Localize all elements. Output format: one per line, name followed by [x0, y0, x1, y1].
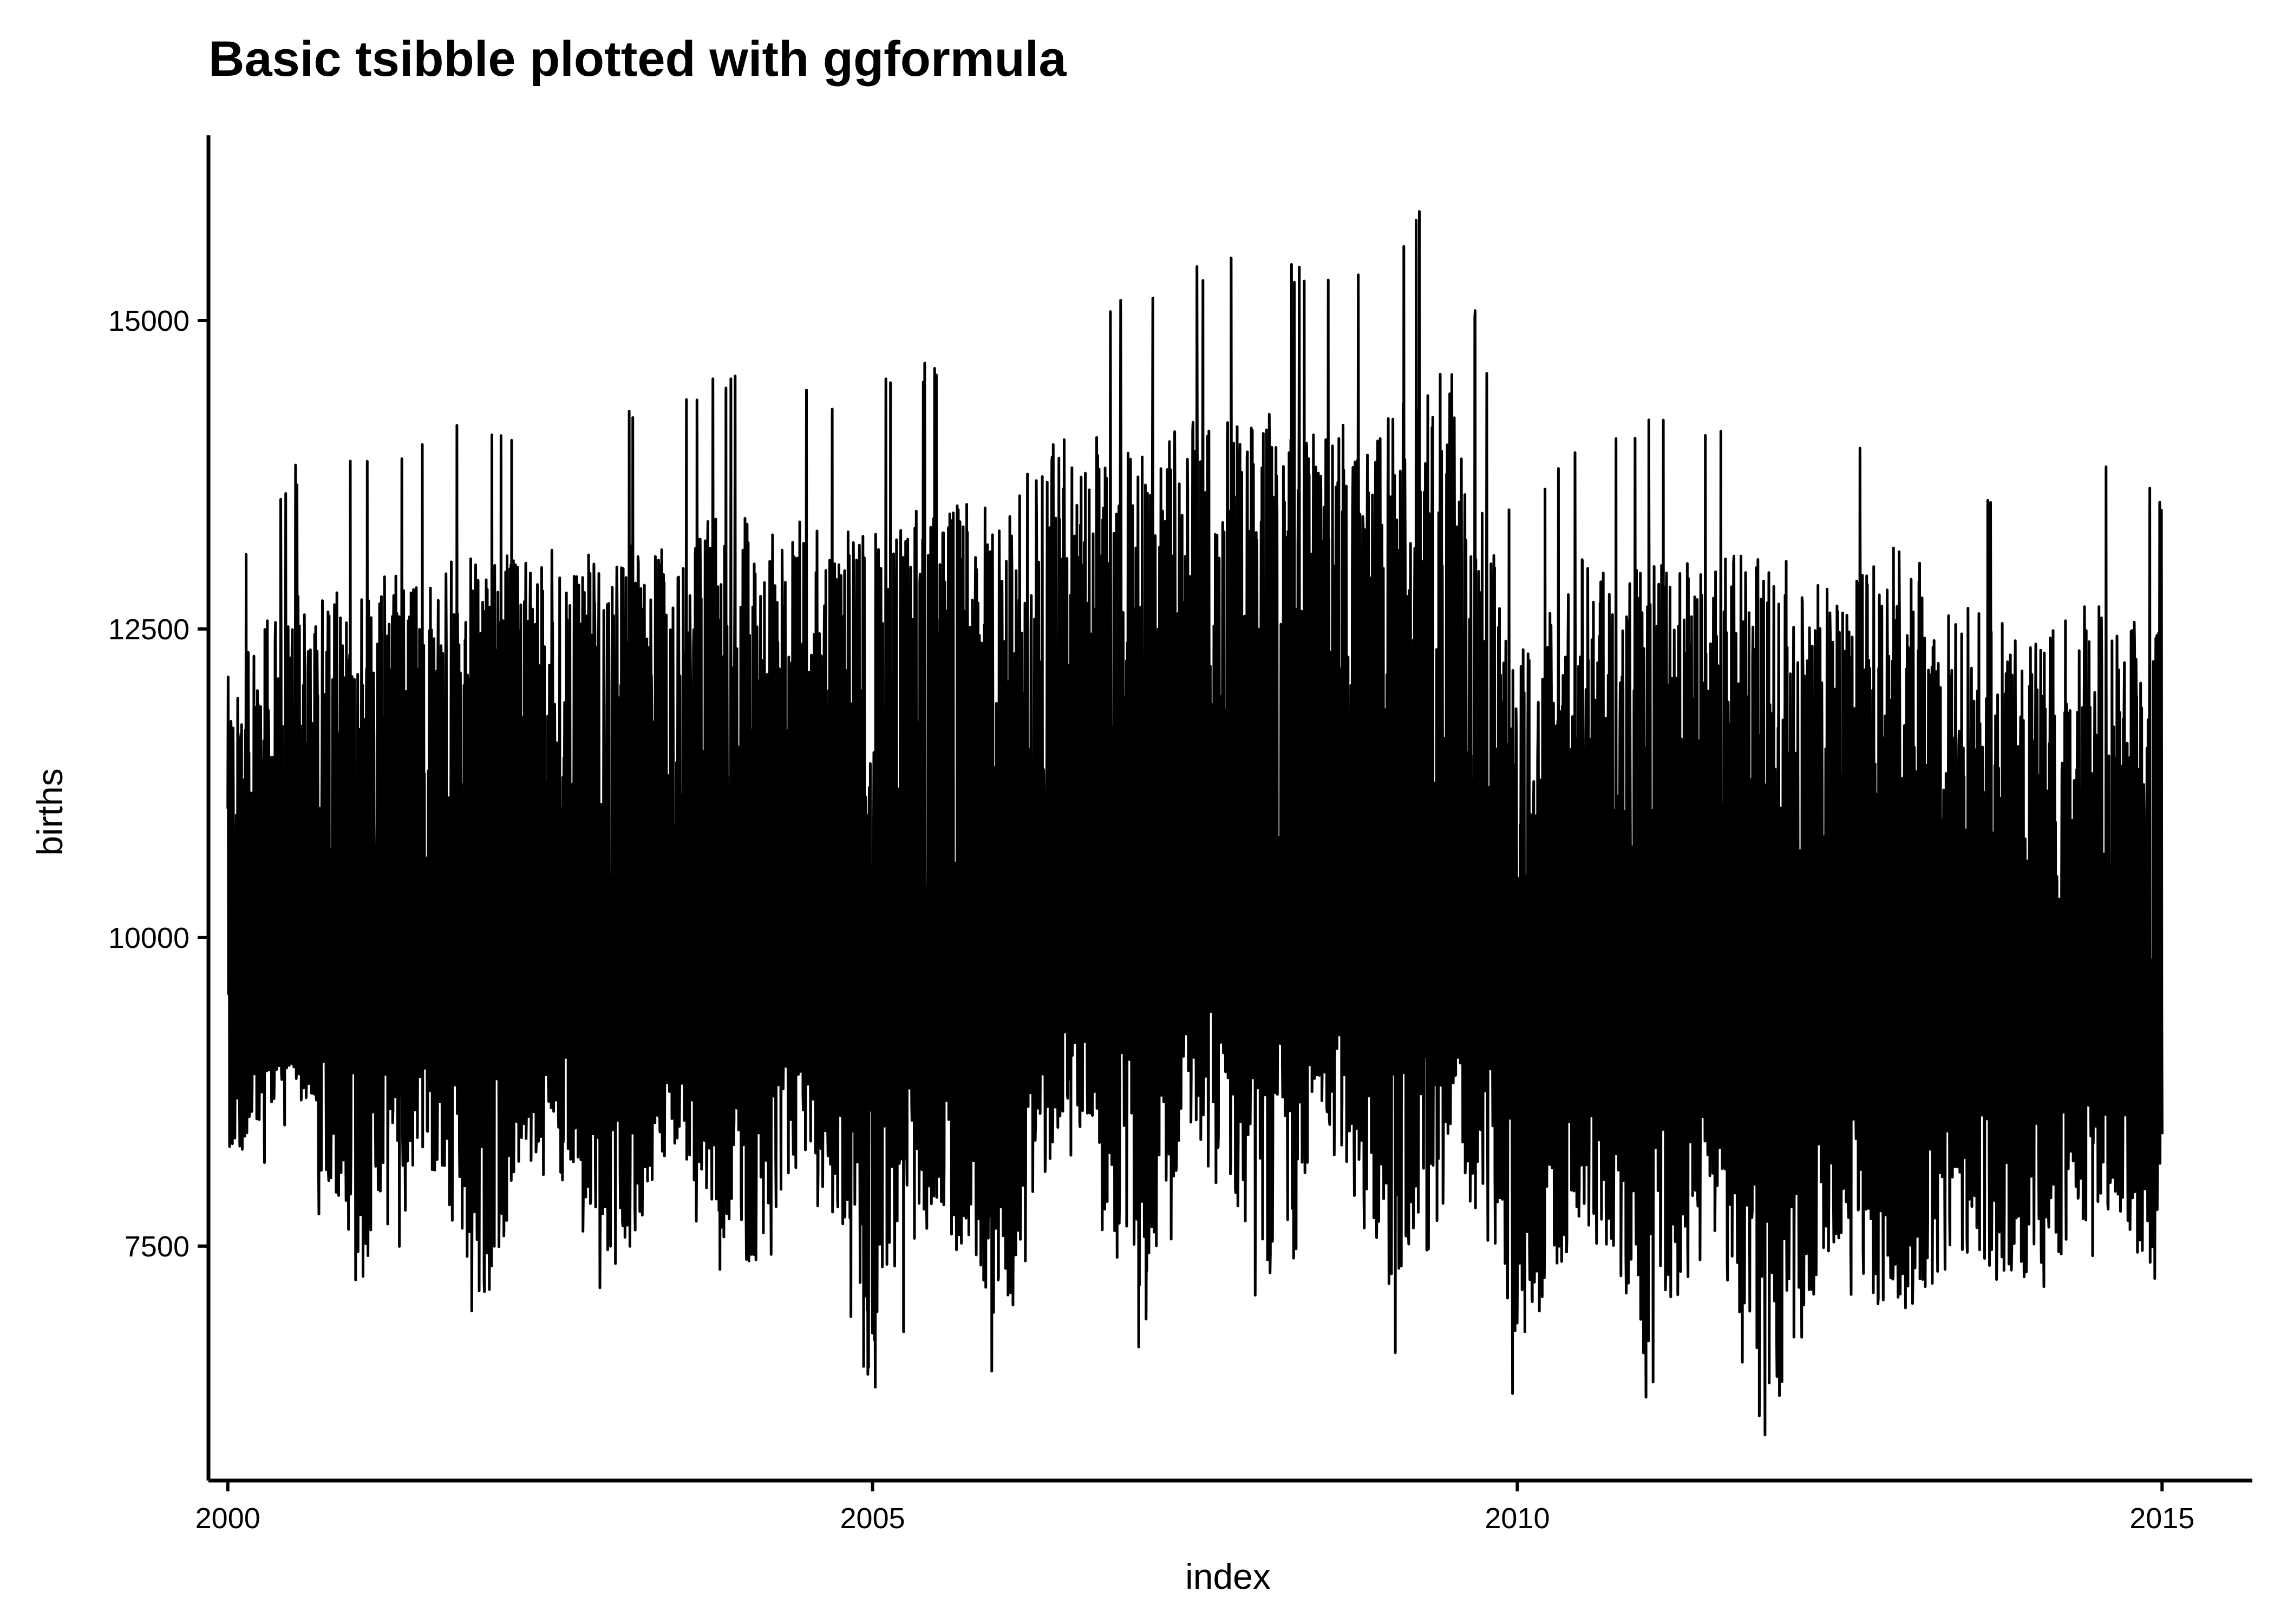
plot-area — [226, 210, 2164, 1437]
x-axis-label: index — [1185, 1556, 1271, 1596]
y-tick-label: 12500 — [108, 613, 190, 646]
y-tick-label: 15000 — [108, 305, 190, 337]
x-tick-label: 2015 — [2129, 1502, 2194, 1535]
y-axis-label: births — [30, 768, 70, 855]
series-births-line — [226, 210, 2164, 1437]
chart-title: Basic tsibble plotted with ggformula — [208, 31, 1067, 87]
x-tick-label: 2010 — [1485, 1502, 1550, 1535]
x-tick-label: 2005 — [840, 1502, 905, 1535]
y-tick-label: 10000 — [108, 922, 190, 954]
x-axis-ticks: 2000 2005 2010 2015 — [195, 1481, 2194, 1535]
y-axis-ticks: 7500 10000 12500 15000 — [108, 305, 208, 1263]
x-tick-label: 2000 — [195, 1502, 260, 1535]
y-tick-label: 7500 — [125, 1230, 190, 1263]
